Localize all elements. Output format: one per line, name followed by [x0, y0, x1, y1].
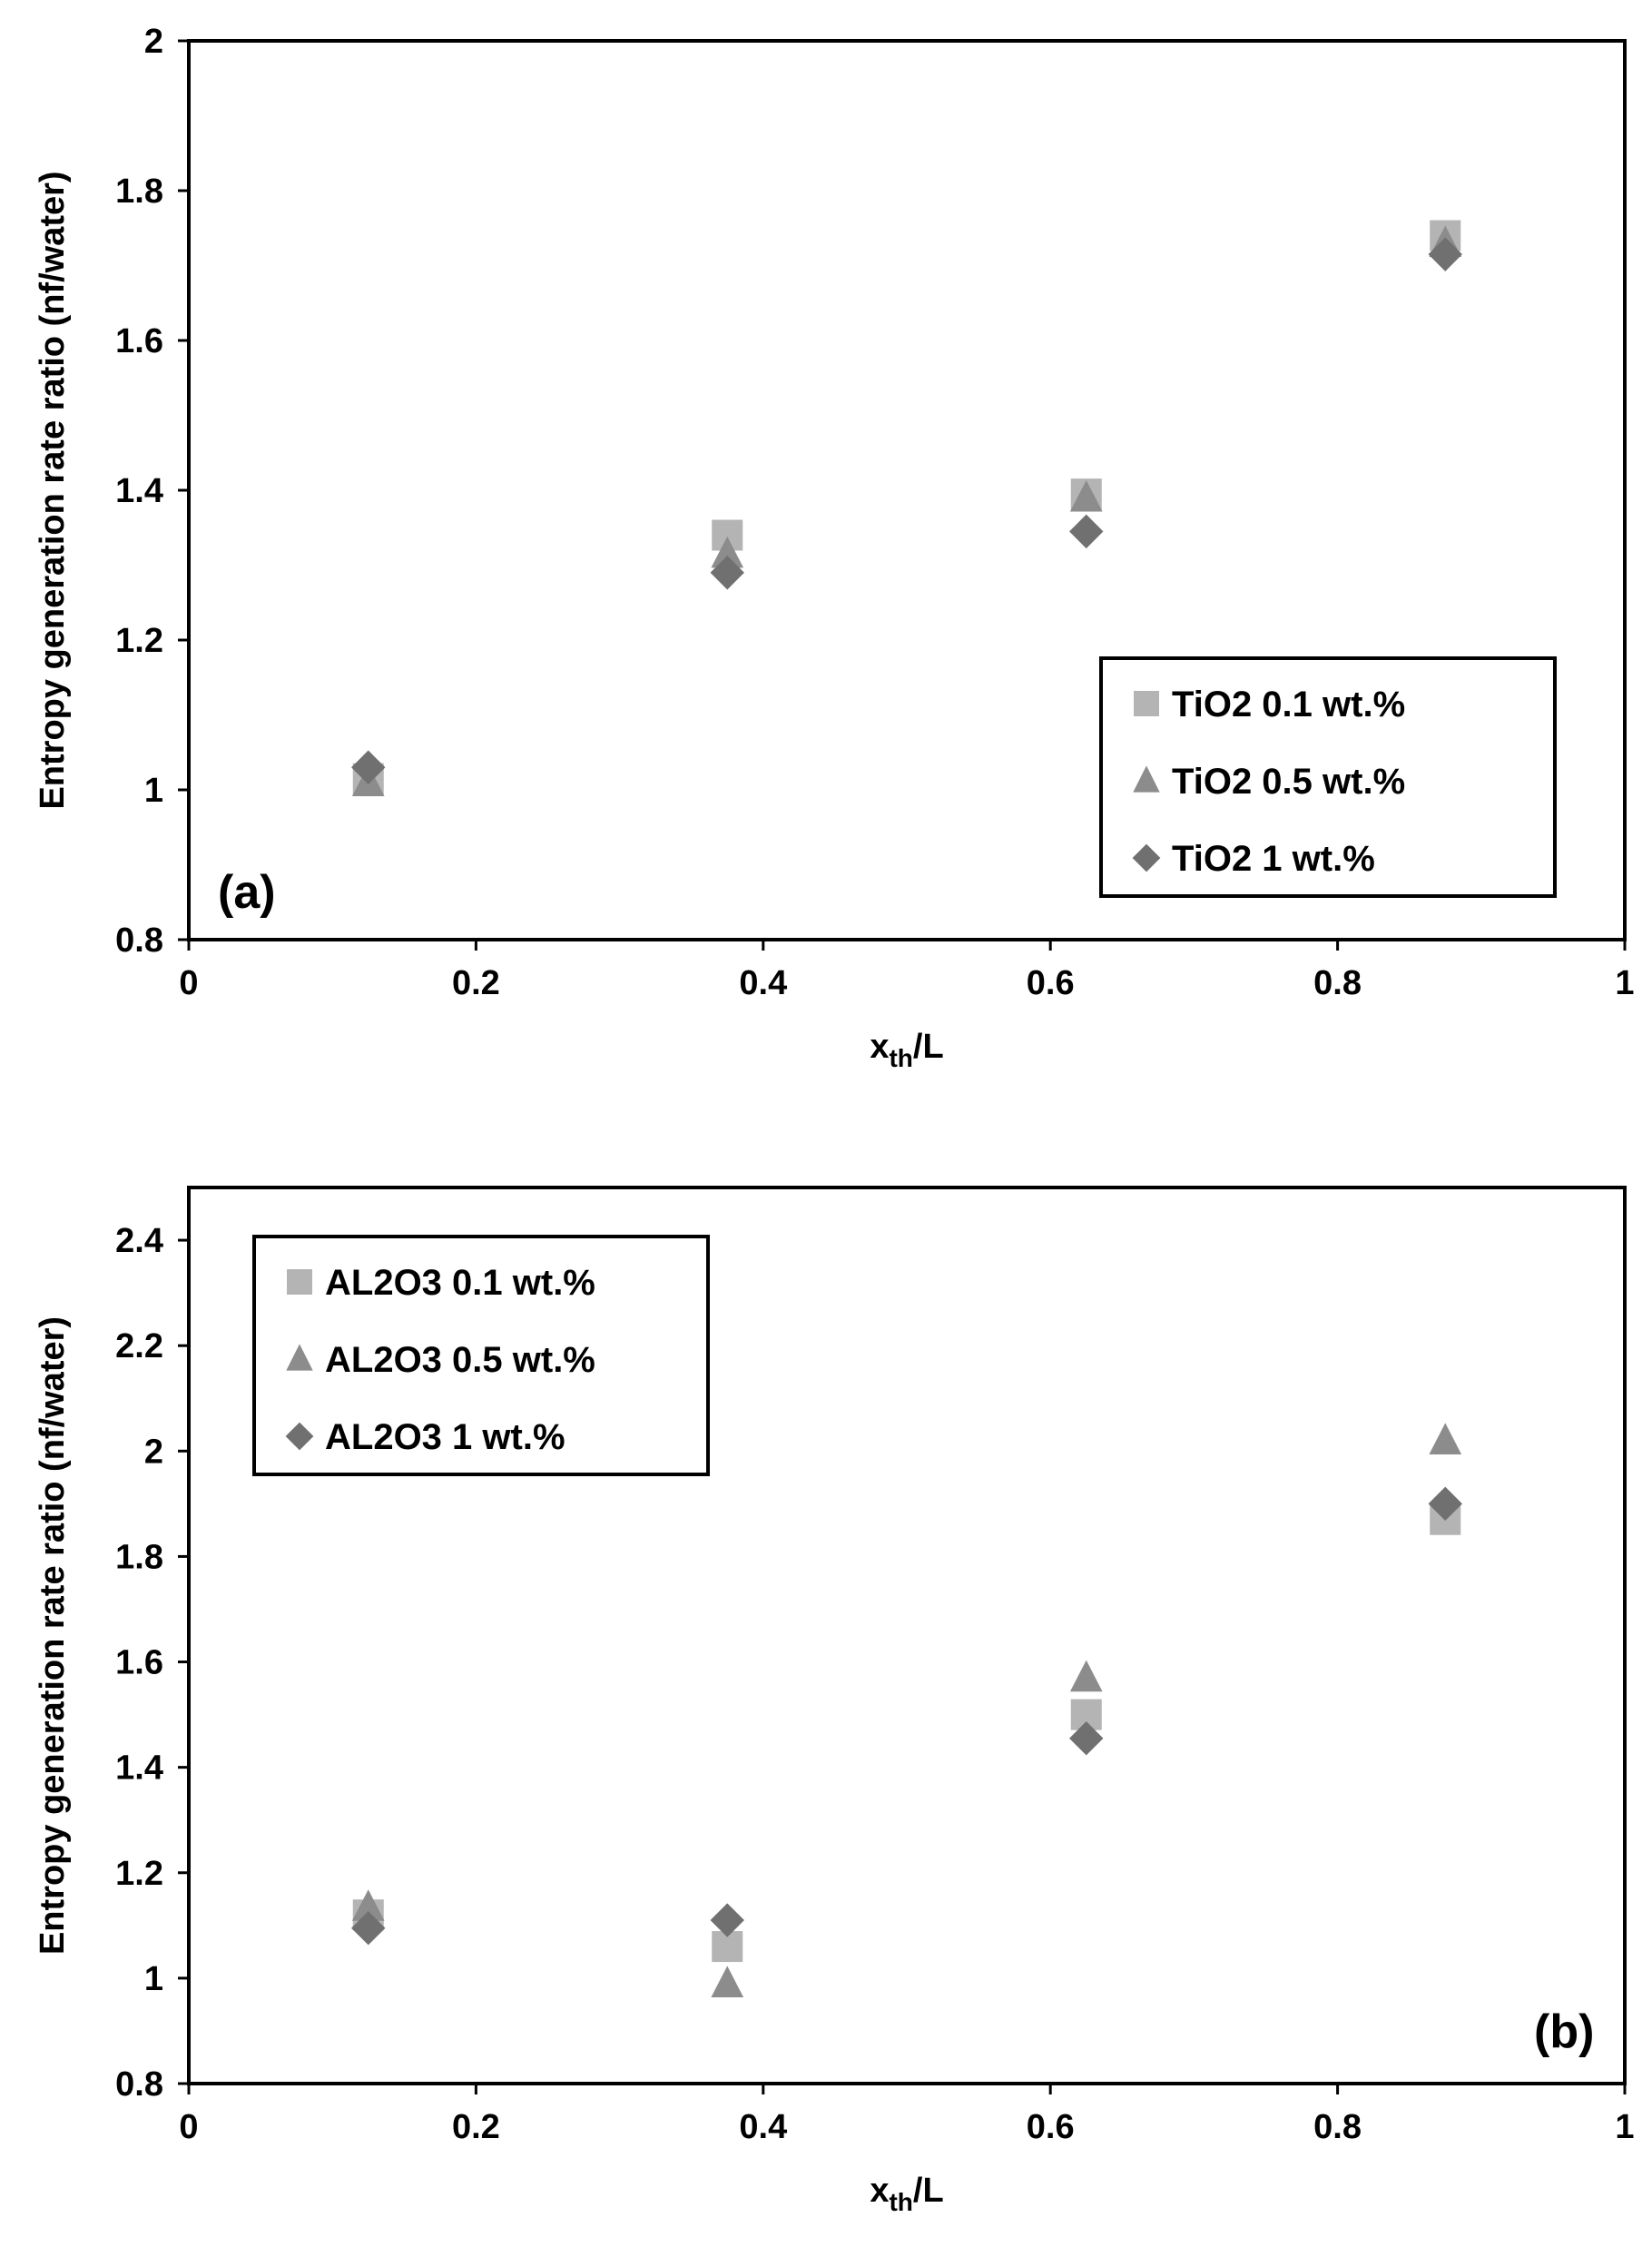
- y-tick-label: 1.8: [115, 172, 163, 211]
- y-tick-label: 0.8: [115, 921, 163, 960]
- data-point: [1428, 237, 1462, 271]
- y-tick-label: 0.8: [115, 2065, 163, 2104]
- legend-marker: [286, 1344, 313, 1371]
- x-tick-label: 0.2: [452, 2108, 500, 2146]
- x-tick-label: 0: [179, 964, 198, 1002]
- panel-label: (a): [218, 866, 276, 919]
- x-tick-label: 0.4: [739, 964, 787, 1002]
- plot-area-frame: [187, 1186, 1627, 2085]
- legend-label: TiO2 0.1 wt.%: [1172, 685, 1405, 724]
- legend-marker: [1133, 765, 1160, 793]
- series-3: [351, 237, 1462, 784]
- legend-label: AL2O3 1 wt.%: [325, 1417, 565, 1457]
- series-2: [351, 1423, 1462, 1997]
- legend-marker: [285, 1422, 314, 1451]
- y-tick-label: 2.4: [115, 1222, 163, 1260]
- legend: TiO2 0.1 wt.% TiO2 0.5 wt.% TiO2 1 wt.%: [1099, 656, 1557, 898]
- y-tick-label: 1: [144, 772, 163, 810]
- x-axis-title: xth/L: [870, 1028, 943, 1072]
- data-point: [351, 1911, 386, 1946]
- y-axis-title: Entropy generation rate ratio (nf/water): [34, 1316, 72, 1955]
- series-3: [351, 1486, 1462, 1946]
- x-tick-label: 0.6: [1027, 2108, 1075, 2146]
- legend-label: AL2O3 0.1 wt.%: [325, 1263, 595, 1303]
- data-point: [1069, 514, 1104, 549]
- data-point: [351, 1889, 385, 1921]
- chart-panel-1: 0 0.2 0.4 0.6 0.8 1 0.8 1 1.2 1.4 1.6 1.8 2 xth/L Entr…: [34, 23, 1635, 1072]
- y-tick-label: 2: [144, 23, 163, 61]
- data-point: [711, 536, 744, 568]
- x-tick-label: 0: [179, 2108, 198, 2146]
- legend-marker: [287, 1269, 312, 1295]
- legend: AL2O3 0.1 wt.% AL2O3 0.5 wt.% AL2O3 1 wt.%: [252, 1235, 710, 1476]
- y-tick-label: 1: [144, 1960, 163, 1998]
- data-point: [1069, 1660, 1103, 1692]
- data-point: [710, 556, 744, 590]
- y-tick-label: 1.6: [115, 1644, 163, 1682]
- data-point: [1428, 1486, 1462, 1522]
- chart-panel-2: 0 0.2 0.4 0.6 0.8 1 0.8 1 1.2 1.4 1.6 1.8 2 2.2 2.4 xth…: [34, 1186, 1635, 2216]
- x-tick-label: 0.8: [1313, 2108, 1362, 2146]
- x-tick-label: 1: [1615, 2108, 1634, 2146]
- legend-box: [1099, 656, 1557, 898]
- y-tick-label: 2.2: [115, 1327, 163, 1365]
- x-tick-label: 0.2: [452, 964, 500, 1002]
- y-tick-label: 1.6: [115, 322, 163, 360]
- x-tick-label: 1: [1615, 964, 1634, 1002]
- legend-label: AL2O3 0.5 wt.%: [325, 1340, 595, 1380]
- legend-label: TiO2 1 wt.%: [1172, 839, 1375, 879]
- legend-box: [252, 1235, 710, 1476]
- legend-marker: [1134, 691, 1159, 716]
- legend-label: TiO2 0.5 wt.%: [1172, 762, 1405, 802]
- data-point: [1069, 479, 1103, 512]
- x-axis-title: xth/L: [870, 2172, 943, 2216]
- y-tick-label: 1.2: [115, 622, 163, 660]
- data-point: [711, 1966, 744, 1997]
- x-tick-label: 0.6: [1027, 964, 1075, 1002]
- legend-marker: [1132, 843, 1161, 872]
- y-tick-label: 1.4: [115, 1749, 163, 1788]
- y-tick-label: 1.8: [115, 1538, 163, 1576]
- data-point: [351, 750, 386, 784]
- series-1: [352, 1503, 1461, 1963]
- panel-label: (b): [1534, 2006, 1594, 2058]
- data-point: [710, 1903, 744, 1937]
- y-tick-label: 1.4: [115, 472, 163, 510]
- data-point: [1429, 1423, 1462, 1454]
- y-tick-label: 1.2: [115, 1855, 163, 1893]
- x-tick-label: 0.4: [739, 2108, 787, 2146]
- data-point: [1069, 1721, 1104, 1756]
- y-axis-title: Entropy generation rate ratio (nf/water): [34, 171, 72, 809]
- x-tick-label: 0.8: [1313, 964, 1362, 1002]
- y-tick-label: 2: [144, 1433, 163, 1471]
